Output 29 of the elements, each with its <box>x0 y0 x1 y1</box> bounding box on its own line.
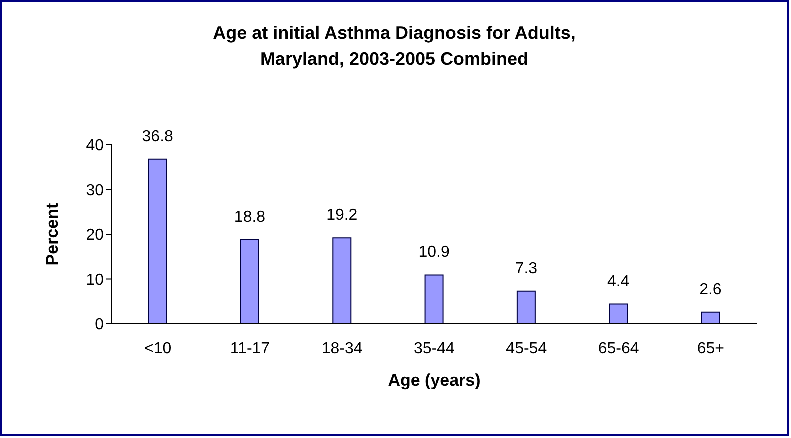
y-tick-label: 20 <box>86 227 104 244</box>
x-tick-label: 65-64 <box>598 340 640 358</box>
bar <box>148 158 168 324</box>
bar <box>516 290 536 324</box>
bar <box>424 274 444 324</box>
data-label: 4.4 <box>607 273 630 290</box>
y-tick-label: 30 <box>86 182 104 200</box>
data-label: 10.9 <box>418 244 450 262</box>
y-tick-label: 0 <box>95 316 104 334</box>
x-tick-label: 11-17 <box>230 340 270 358</box>
bar <box>701 312 720 324</box>
y-tick-label: 40 <box>86 138 104 155</box>
y-tick-label: 10 <box>86 272 104 289</box>
y-axis-title: Percent <box>43 202 62 266</box>
bar <box>609 304 628 324</box>
data-label: 2.6 <box>700 281 722 298</box>
chart-title: Age at initial Asthma Diagnosis for Adults, Maryland, 2003-2005 Combined <box>212 22 577 71</box>
data-label: 7.3 <box>515 260 538 278</box>
x-tick-label: 18-34 <box>322 340 363 358</box>
x-axis-title: Age (years) <box>388 371 481 390</box>
x-tick-label: <10 <box>144 340 172 358</box>
x-tick-label: 35-44 <box>414 340 456 358</box>
x-tick-label: 65+ <box>697 340 724 358</box>
data-label: 36.8 <box>142 128 174 146</box>
data-label: 19.2 <box>326 207 358 224</box>
bar <box>240 239 260 324</box>
x-tick-label: 45-54 <box>506 340 548 358</box>
data-label: 18.8 <box>234 208 266 226</box>
bar <box>332 238 352 324</box>
